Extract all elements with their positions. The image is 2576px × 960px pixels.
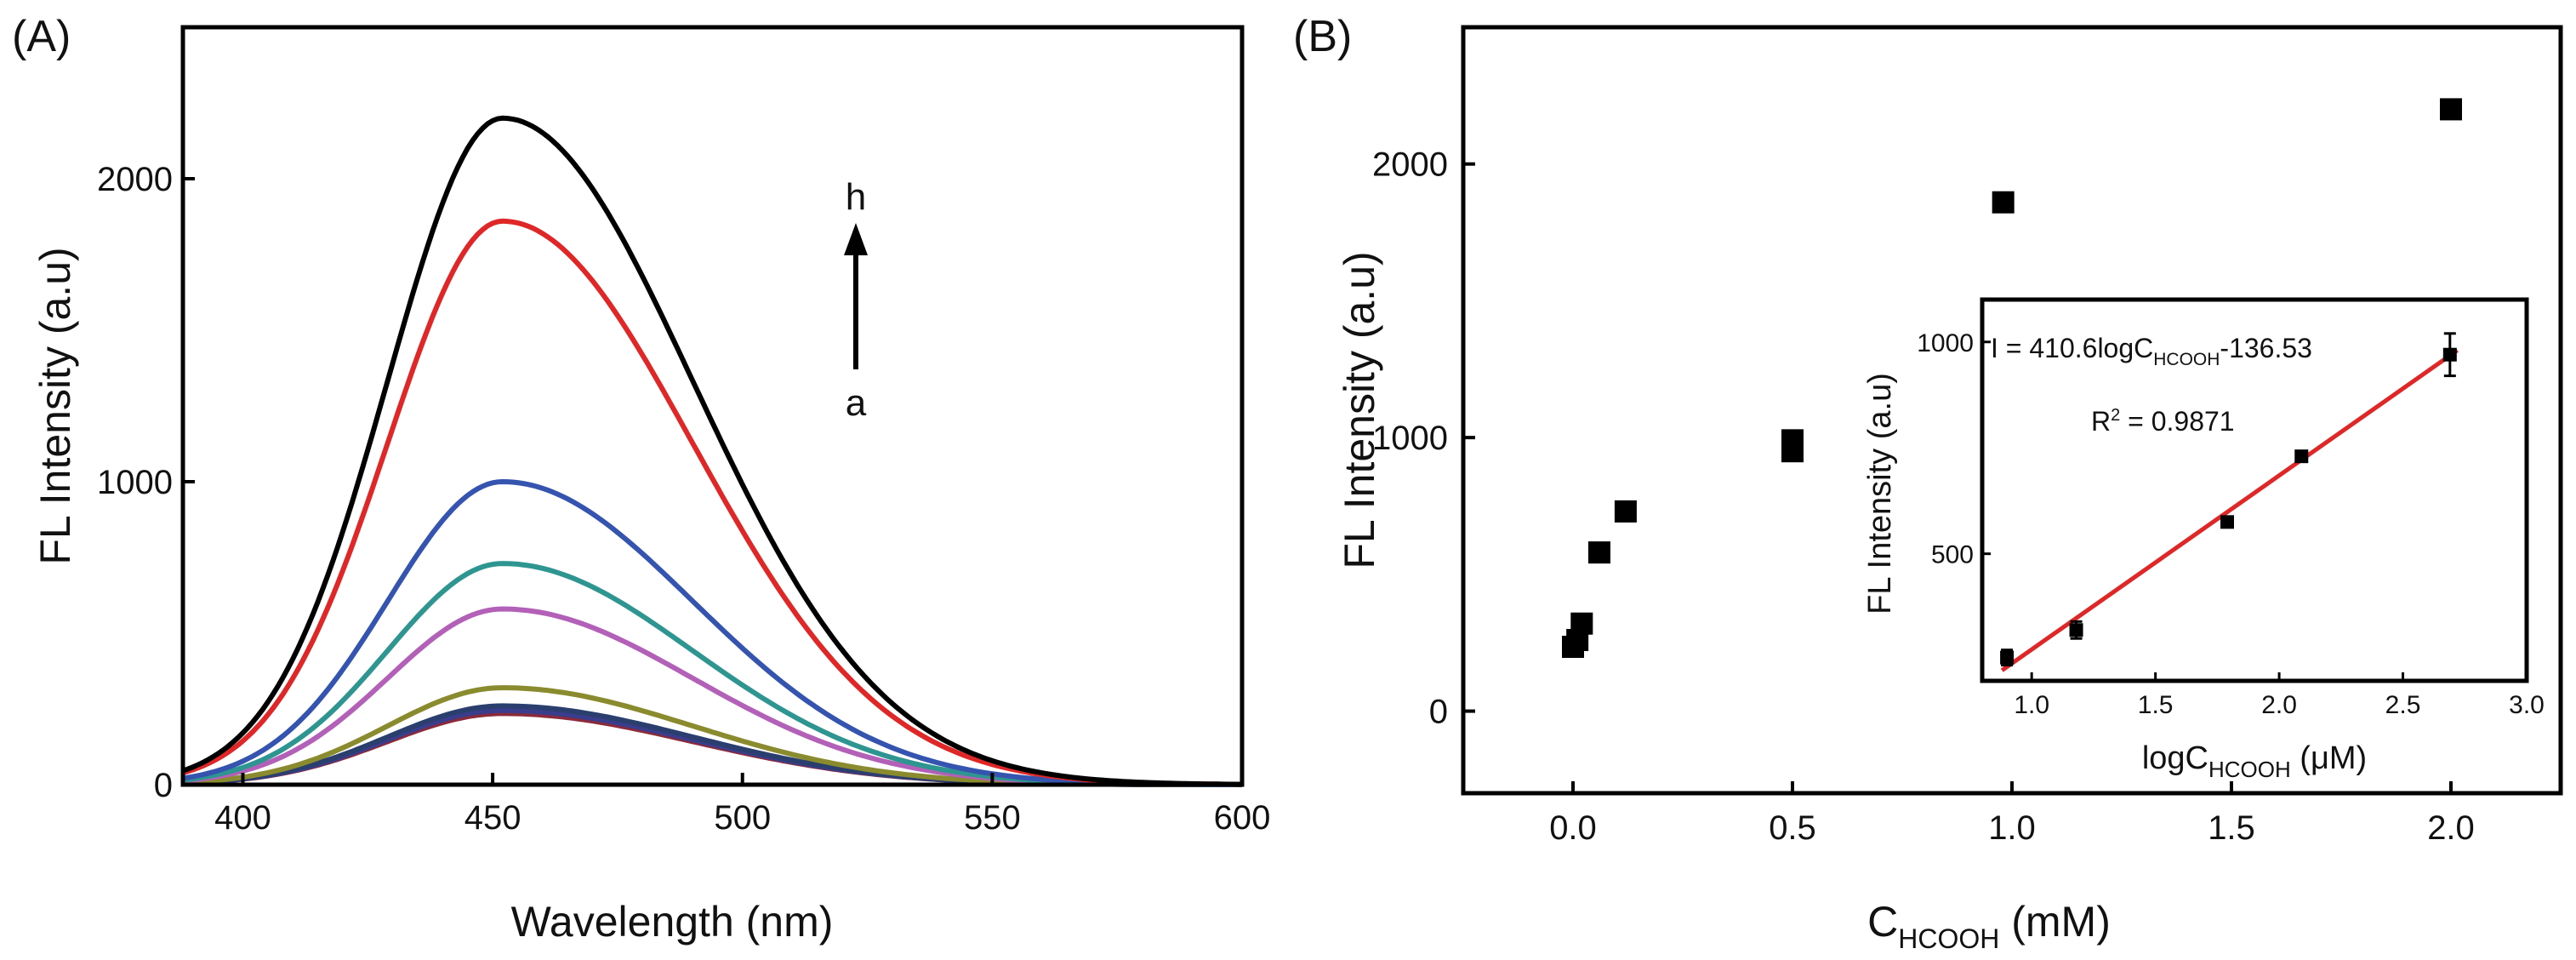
panel-a-x-tick-label: 450 [464, 799, 521, 837]
panel-a-y-tick-label: 0 [154, 767, 173, 804]
panel-b-data-point [1614, 500, 1637, 523]
panel-b-points [1562, 98, 2462, 659]
spectrum-curve-i [181, 115, 1242, 787]
panel-b-y-tick-label: 0 [1429, 694, 1448, 731]
panel-a-y-tick-label: 1000 [97, 464, 173, 501]
panel-b-label: (B) [1293, 12, 1352, 61]
panel-b-y-ticks: 0 1000 2000 [1372, 146, 1475, 731]
inset-chart: 1.0 1.5 2.0 2.5 3.0 500 1000 I = 410.6logCHCO… [1862, 297, 2545, 782]
panel-b-chart: 0.0 0.5 1.0 1.5 2.0 0 1000 2000 CHCOOH (mM) FL… [1336, 25, 2563, 954]
inset-y-tick-label: 500 [1931, 541, 1974, 569]
inset-x-tick-label: 1.0 [2014, 691, 2049, 719]
panel-b-data-point [1992, 191, 2015, 214]
panel-a-x-tick-label: 550 [964, 799, 1021, 837]
inset-x-ticks: 1.0 1.5 2.0 2.5 3.0 [2014, 672, 2545, 719]
panel-b-x-axis-label: CHCOOH (mM) [1867, 898, 2111, 954]
inset-y-axis-label: FL Intensity (a.u) [1862, 373, 1898, 614]
inset-r-squared: R2 = 0.9871 [2091, 406, 2235, 437]
panel-a-x-tick-label: 400 [214, 799, 271, 837]
inset-data-point [2069, 623, 2083, 637]
panel-b-data-point [1587, 541, 1610, 564]
panel-b-x-ticks: 0.0 0.5 1.0 1.5 2.0 [1549, 781, 2475, 847]
panel-b-x-tick-label: 2.0 [2427, 809, 2475, 847]
panel-b-data-point [2440, 98, 2462, 121]
inset-equation: I = 410.6logCHCOOH-136.53 [1991, 333, 2312, 369]
panel-b-y-tick-label: 2000 [1372, 146, 1448, 184]
panel-b-y-axis-label: FL Intensity (a.u) [1336, 251, 1383, 569]
panel-a-frame [180, 25, 1245, 787]
panel-a-y-ticks: 0 1000 2000 [97, 161, 195, 804]
inset-x-axis-label: logCHCOOH (μM) [2142, 740, 2367, 782]
panel-b-data-point [1570, 612, 1593, 635]
series-order-arrow-head [844, 223, 868, 255]
inset-fit-line [2000, 348, 2459, 672]
panel-b-x-tick-label: 1.5 [2208, 809, 2255, 847]
panel-a-x-tick-label: 600 [1214, 799, 1271, 837]
series-arrow-bottom-label: a [846, 382, 867, 424]
inset-data-point [2220, 515, 2234, 529]
panel-b-x-tick-label: 1.0 [1988, 809, 2036, 847]
inset-points [2000, 332, 2457, 667]
inset-data-point [2442, 347, 2457, 362]
inset-x-tick-label: 3.0 [2509, 691, 2545, 719]
panel-b-data-point [1781, 429, 1804, 452]
inset-y-ticks: 500 1000 [1917, 329, 1991, 569]
inset-y-tick-label: 1000 [1917, 329, 1974, 357]
inset-x-tick-label: 1.5 [2138, 691, 2174, 719]
panel-a-x-axis-label: Wavelength (nm) [511, 898, 834, 946]
inset-x-tick-label: 2.0 [2261, 691, 2297, 719]
inset-data-point [2000, 650, 2015, 665]
panel-a-label: (A) [12, 12, 71, 61]
panel-a-y-tick-label: 2000 [97, 161, 173, 198]
panel-a-curves [181, 115, 1243, 787]
series-arrow-top-label: h [846, 176, 866, 218]
spectrum-curve-g [182, 478, 1242, 787]
inset-data-point [2294, 449, 2309, 464]
panel-a-x-ticks: 400 450 500 550 600 [214, 773, 1270, 837]
inset-x-tick-label: 2.5 [2385, 691, 2421, 719]
panel-a-y-axis-label: FL Intensity (a.u) [31, 247, 79, 564]
panel-a-chart: 400 450 500 550 600 0 1000 2000 Wavelength (nm… [31, 25, 1270, 946]
panel-b-x-tick-label: 0.5 [1769, 809, 1816, 847]
panel-b-x-tick-label: 0.0 [1549, 809, 1597, 847]
panel-a-x-tick-label: 500 [714, 799, 771, 837]
panel-b-y-tick-label: 1000 [1372, 420, 1448, 457]
